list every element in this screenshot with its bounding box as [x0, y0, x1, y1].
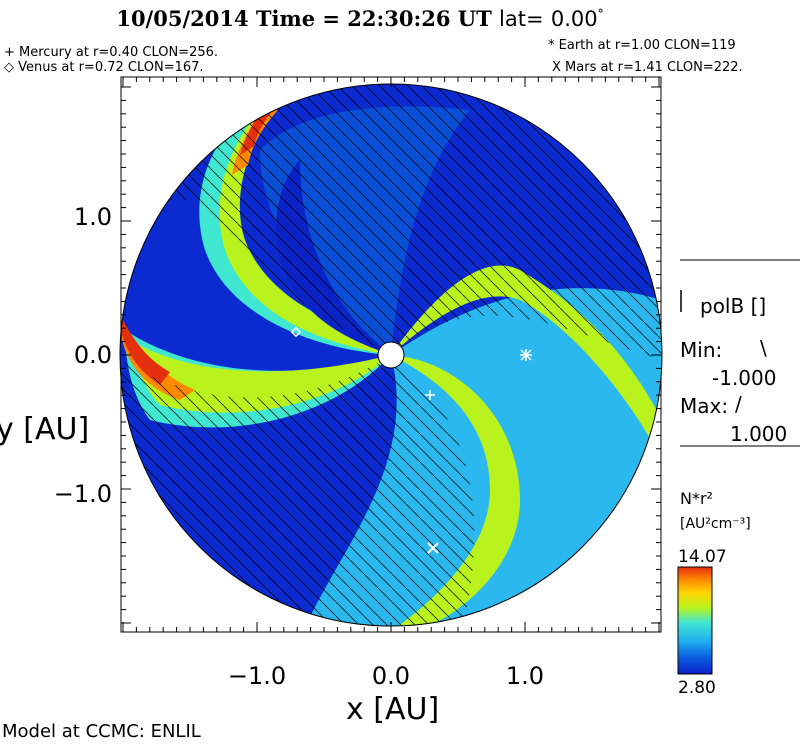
- colorbar-min: 2.80: [678, 678, 716, 698]
- polarity-min-symbol: \: [760, 336, 767, 360]
- polarity-min-label: Min:: [680, 338, 723, 362]
- colorbar-quantity: N*r²: [680, 489, 713, 508]
- polarity-title: polB []: [700, 294, 767, 318]
- y-tick-label: −1.0: [53, 480, 112, 508]
- y-tick-label: 1.0: [73, 203, 112, 231]
- earth-marker: [520, 349, 532, 361]
- y-tick-label: 0.0: [73, 341, 112, 369]
- title-time-label: Time =: [255, 6, 340, 31]
- x-tick-label: −1.0: [227, 662, 287, 690]
- title-time: 22:30:26 UT: [347, 6, 492, 31]
- y-axis-label: y [AU]: [0, 412, 90, 447]
- earth-legend: * Earth at r=1.00 CLON=119: [548, 38, 736, 53]
- plot-title: 10/05/2014 Time = 22:30:26 UT lat= 0.00°: [0, 6, 720, 31]
- venus-legend: ◇ Venus at r=0.72 CLON=167.: [4, 60, 204, 75]
- x-tick-label: 1.0: [505, 662, 545, 690]
- polarity-max-value: 1.000: [730, 422, 788, 446]
- polarity-max-symbol: /: [735, 392, 742, 416]
- mars-marker: [427, 542, 439, 554]
- colorbar: [677, 566, 713, 675]
- mercury-legend: + Mercury at r=0.40 CLON=256.: [4, 45, 219, 60]
- mars-legend: X Mars at r=1.41 CLON=222.: [552, 60, 743, 75]
- colorbar-units: [AU²cm⁻³]: [680, 516, 751, 532]
- venus-marker: [290, 326, 302, 338]
- polarity-max-label: Max:: [680, 394, 729, 418]
- sun-marker: [377, 341, 405, 369]
- title-lat-unit: °: [597, 7, 604, 21]
- colorbar-max: 14.07: [678, 547, 727, 567]
- mercury-marker: [425, 390, 435, 400]
- x-tick-label: 0.0: [371, 662, 411, 690]
- x-axis-ticks: [122, 77, 660, 632]
- title-date: 10/05/2014: [116, 6, 249, 31]
- model-credit: Model at CCMC: ENLIL: [2, 721, 201, 742]
- title-lat-value: 0.00: [550, 7, 598, 31]
- y-axis-ticks: [121, 86, 661, 624]
- title-lat-label: lat=: [499, 7, 544, 31]
- polarity-min-value: -1.000: [712, 366, 777, 390]
- x-axis-label: x [AU]: [346, 692, 440, 727]
